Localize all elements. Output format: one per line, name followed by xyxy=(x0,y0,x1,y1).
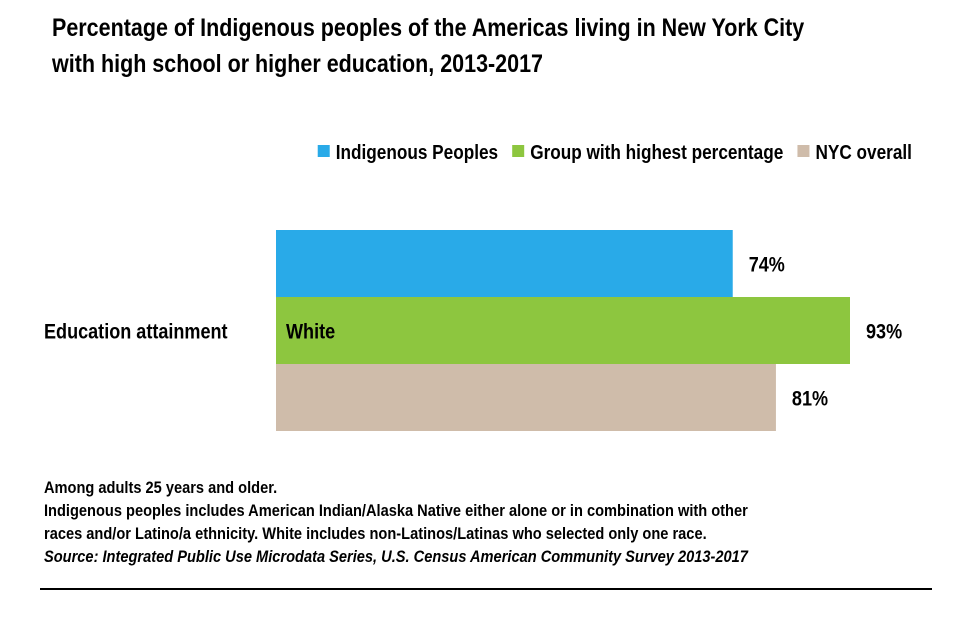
legend-swatch-2 xyxy=(512,145,525,157)
bar-1 xyxy=(276,230,733,297)
bar-2 xyxy=(276,297,850,364)
legend-label-2: Group with highest percentage xyxy=(530,141,783,164)
note-line-3: races and/or Latino/a ethnicity. White i… xyxy=(44,524,707,543)
title-line-2: with high school or higher education, 20… xyxy=(52,50,544,78)
note-line-2: Indigenous peoples includes American Ind… xyxy=(44,501,748,520)
bar-3 xyxy=(276,364,776,431)
bar-inner-label: White xyxy=(286,320,335,344)
legend-label-1: Indigenous Peoples xyxy=(336,141,498,164)
legend-swatch-3 xyxy=(797,145,810,157)
value-label-3: 81% xyxy=(792,387,828,411)
note-line-1: Among adults 25 years and older. xyxy=(44,478,278,497)
legend-swatch-1 xyxy=(317,145,330,157)
bar-chart: Indigenous Peoples Group with highest per… xyxy=(44,141,912,431)
legend-label-3: NYC overall xyxy=(815,141,911,164)
category-label: Education attainment xyxy=(44,320,228,344)
chart-title: Percentage of Indigenous peoples of the … xyxy=(52,10,826,82)
value-label-1: 74% xyxy=(749,253,785,277)
chart-notes: Among adults 25 years and older. Indigen… xyxy=(44,476,904,568)
bottom-rule xyxy=(40,588,932,590)
source-line: Source: Integrated Public Use Microdata … xyxy=(44,547,748,566)
title-line-1: Percentage of Indigenous peoples of the … xyxy=(52,14,805,42)
value-label-2: 93% xyxy=(866,320,902,344)
